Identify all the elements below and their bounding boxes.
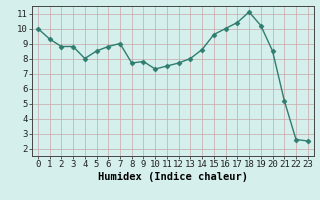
X-axis label: Humidex (Indice chaleur): Humidex (Indice chaleur) bbox=[98, 172, 248, 182]
